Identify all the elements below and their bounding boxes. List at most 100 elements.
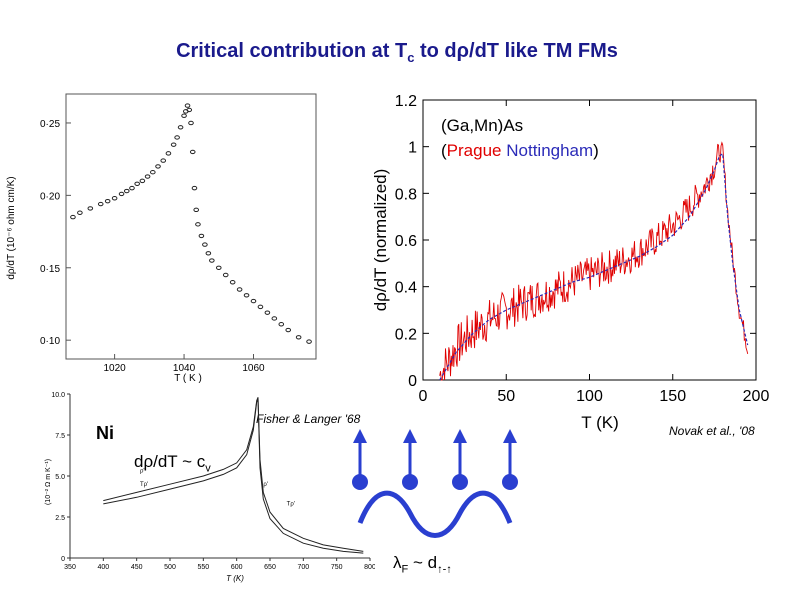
ni-xtick-label: 350 [64,564,76,571]
gamnas-chart: 0 50 100 150 200 0 0.2 0.4 0.6 0.8 1 1.2 dρ/dT (nor… [371,93,770,432]
gamnas-xtick-label: 200 [743,388,770,405]
spin-arrow-head [403,429,417,443]
ni-xtick-label: 650 [264,564,276,571]
ni-xlabel: T (K) [226,574,244,583]
legend-prague: Prague [446,141,502,160]
fe-data-point [264,310,271,315]
fe-data-point [243,293,250,298]
fe-data-point [306,339,312,344]
fe-data-point [97,201,104,207]
ni-curve-label: Tρ' [287,502,295,508]
gamnas-xtick-label: 0 [419,388,428,405]
fe-data-point [87,206,94,211]
gamnas-series-prague [439,152,749,381]
gamnas-ytick-label: 1 [408,140,417,157]
gamnas-xlabel: T (K) [581,413,618,432]
spin-ball [352,474,368,490]
ni-ytick-label: 2.5 [55,515,65,522]
spin-ball [402,474,418,490]
ni-ytick-label: 10.0 [51,392,65,399]
ni-xtick-label: 400 [97,564,109,571]
fe-data-point [193,207,200,213]
spin-ball [502,474,518,490]
fe-xtick-label: 1020 [103,363,126,374]
ni-xtick-label: 500 [164,564,176,571]
fe-plot-frame [65,93,317,360]
fe-xlabel: T ( K ) [174,373,202,384]
ni-curve-label: ρ' [263,482,268,488]
fe-data-point [229,280,236,285]
fe-ytick-label: 0·10 [40,336,60,347]
fe-data-point [285,327,292,333]
fe-data-point [209,258,215,263]
fe-data-point [215,265,222,270]
legend-material: (Ga,Mn)As [441,116,524,135]
fe-data-point [177,125,184,130]
ni-xtick-label: 450 [131,564,143,571]
fe-data-point [236,287,243,292]
fe-data-point [165,151,172,156]
gamnas-xtick-label: 50 [497,388,515,405]
fe-data-point [104,198,111,204]
spin-arrow-head [503,429,517,443]
fe-data-point [170,142,177,147]
gamnas-xtick-label: 150 [659,388,686,405]
gamnas-xtick-label: 100 [576,388,603,405]
fe-data-point [123,188,130,194]
fe-data-point [144,174,151,179]
spin-wave-diagram [352,429,518,538]
ni-xtick-label: 750 [331,564,343,571]
fe-data-point [189,149,196,155]
fe-data-point [271,316,278,321]
fe-data-point [205,251,212,256]
fe-data-point [155,164,161,169]
fe-chart: 1020 1040 1060 0·10 0·15 0·20 0·25 dρ/dT (10⁻⁶… [6,93,317,384]
ni-ytick-label: 0 [61,556,65,563]
ni-curve-label: Tρ' [140,482,148,488]
ni-ylabel: (10⁻² Ω m K⁻¹) [45,459,52,505]
gamnas-ytick-label: 1.2 [395,93,417,110]
gamnas-ytick-label: 0.6 [395,233,417,250]
gamnas-ytick-label: 0.2 [395,326,417,343]
ni-chart: 350 400 450 500 550 600 650 700 750 800 0 2.5 5.0 7.5… [45,392,375,583]
fe-ylabel: dρ/dT (10⁻⁶ ohm cm/K) [6,176,17,279]
gamnas-ylabel: dρ/dT (normalized) [371,169,390,312]
fe-data-point [191,185,198,191]
fe-data-point [181,113,187,118]
gamnas-ytick-label: 0.4 [395,280,417,297]
spin-ball [452,474,468,490]
fe-data-point [186,107,193,113]
fe-data-point [160,158,167,163]
fe-data-point [222,272,229,278]
ni-xtick-label: 550 [197,564,209,571]
spin-arrow-head [453,429,467,443]
fe-data-point [250,298,257,304]
fe-xtick-label: 1060 [242,363,265,374]
fe-data-point [77,210,83,215]
spin-arrow-head [353,429,367,443]
fe-data-point [257,304,264,310]
ni-series-lower [103,398,364,554]
slide-title: Critical contribution at Tc to dρ/dT lik… [176,40,618,65]
fe-data-point [129,185,135,191]
fe-data-point [195,222,201,227]
ni-ytick-label: 5.0 [55,474,65,481]
fe-data-point [184,103,191,108]
lambda-formula: λF ~ d↑-↑ [393,553,452,576]
fe-data-point [202,242,208,247]
ni-label: Ni [96,423,114,443]
gamnas-ytick-label: 0 [408,373,417,390]
fe-data-point [295,335,302,340]
ni-curve-label: ρ' [140,469,145,475]
ni-xtick-label: 800 [364,564,375,571]
fe-data-point [150,169,156,175]
fe-data-point [278,322,285,327]
fe-data-point [118,191,125,197]
legend-groups: (Prague Nottingham) [441,141,599,160]
fe-data-point [134,181,140,186]
gamnas-ytick-label: 0.8 [395,186,417,203]
legend-nottingham: Nottingham [506,141,594,160]
fe-ytick-label: 0·25 [40,119,60,130]
fe-data-point [111,196,118,201]
citation-novak: Novak et al., '08 [669,424,755,438]
